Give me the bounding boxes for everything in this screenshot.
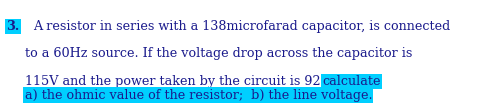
Text: a) the ohmic value of the resistor;  b) the line voltage.: a) the ohmic value of the resistor; b) t… (24, 89, 372, 102)
Text: calculate: calculate (322, 75, 381, 88)
Text: A resistor in series with a 138microfarad capacitor, is connected: A resistor in series with a 138microfara… (33, 20, 450, 33)
Text: to a 60Hz source. If the voltage drop across the capacitor is: to a 60Hz source. If the voltage drop ac… (24, 47, 412, 60)
Text: 115V and the power taken by the circuit is 922 watts,: 115V and the power taken by the circuit … (24, 75, 376, 88)
Text: 3.: 3. (6, 20, 20, 33)
